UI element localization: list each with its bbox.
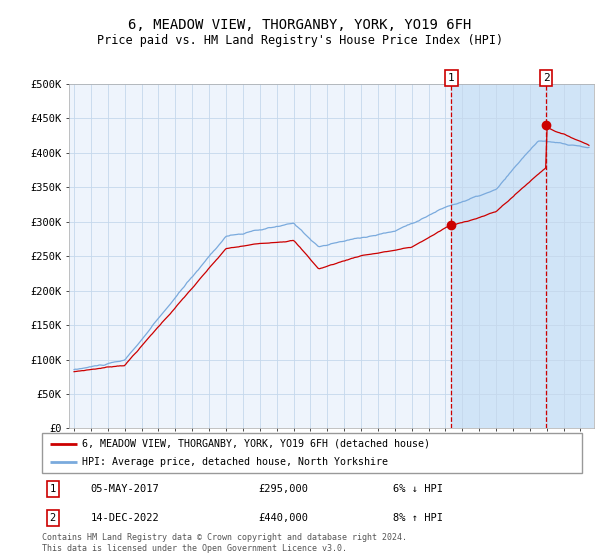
Text: £440,000: £440,000 bbox=[258, 513, 308, 523]
Text: 6, MEADOW VIEW, THORGANBY, YORK, YO19 6FH: 6, MEADOW VIEW, THORGANBY, YORK, YO19 6F… bbox=[128, 18, 472, 32]
Text: 1: 1 bbox=[50, 484, 56, 494]
FancyBboxPatch shape bbox=[42, 433, 582, 473]
Text: 2: 2 bbox=[50, 513, 56, 523]
Text: 8% ↑ HPI: 8% ↑ HPI bbox=[393, 513, 443, 523]
Text: £295,000: £295,000 bbox=[258, 484, 308, 494]
Text: Contains HM Land Registry data © Crown copyright and database right 2024.
This d: Contains HM Land Registry data © Crown c… bbox=[42, 533, 407, 553]
Text: 1: 1 bbox=[448, 73, 455, 83]
Text: 2: 2 bbox=[542, 73, 550, 83]
Text: 05-MAY-2017: 05-MAY-2017 bbox=[91, 484, 160, 494]
Text: 6% ↓ HPI: 6% ↓ HPI bbox=[393, 484, 443, 494]
Text: 6, MEADOW VIEW, THORGANBY, YORK, YO19 6FH (detached house): 6, MEADOW VIEW, THORGANBY, YORK, YO19 6F… bbox=[83, 439, 431, 449]
Bar bbox=[451, 84, 600, 428]
Text: 14-DEC-2022: 14-DEC-2022 bbox=[91, 513, 160, 523]
Text: HPI: Average price, detached house, North Yorkshire: HPI: Average price, detached house, Nort… bbox=[83, 458, 389, 467]
Text: Price paid vs. HM Land Registry's House Price Index (HPI): Price paid vs. HM Land Registry's House … bbox=[97, 34, 503, 46]
